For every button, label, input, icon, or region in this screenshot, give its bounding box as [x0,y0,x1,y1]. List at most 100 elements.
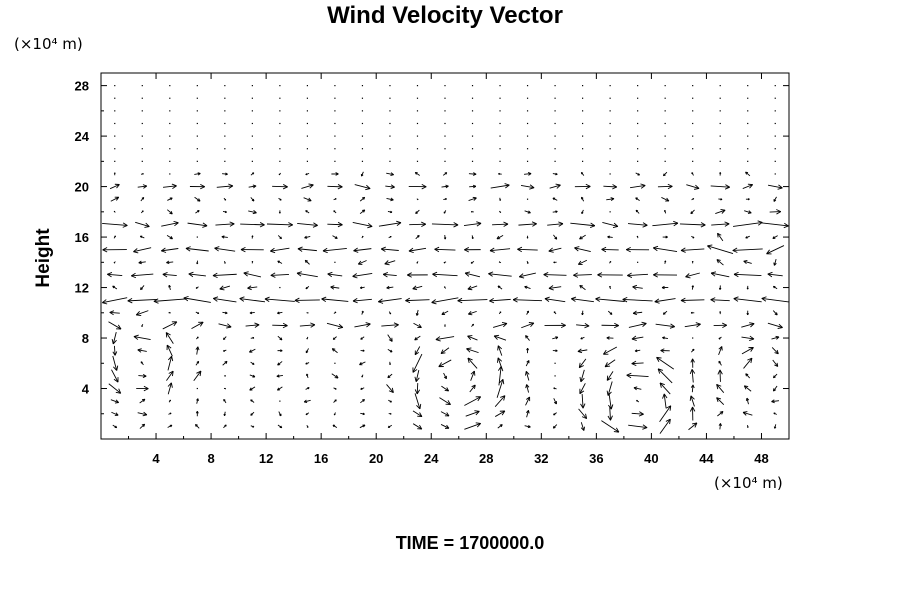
calm-point [169,173,171,175]
wind-arrow [408,183,427,190]
wind-arrow [717,369,723,382]
wind-arrow [141,324,144,327]
x-unit-label: (×10⁴ m) [714,474,783,492]
wind-arrow [131,272,154,279]
wind-arrow [548,285,562,291]
wind-arrow [333,399,337,403]
wind-arrow [352,273,373,279]
calm-point [224,122,226,125]
wind-arrow [222,172,228,176]
wind-arrow [414,346,421,356]
wind-arrow [359,361,366,366]
calm-point [251,85,253,87]
wind-arrow [488,271,512,277]
y-tick-label: 8 [82,331,89,346]
wind-arrow [767,322,783,329]
calm-point [526,148,529,150]
wind-arrow [717,232,724,242]
wind-arrow [189,183,205,190]
x-tick-label: 32 [534,451,548,466]
wind-arrow [297,222,318,228]
wind-arrow [715,209,726,214]
wind-arrow [489,247,511,253]
wind-arrow [305,285,310,290]
wind-arrow [525,396,531,406]
calm-point [389,85,391,87]
wind-arrow [440,411,450,417]
wind-arrow [133,247,152,254]
wind-arrow [138,373,147,378]
wind-arrow [743,385,752,392]
wind-arrow [333,387,337,390]
wind-arrow [444,324,446,327]
wind-arrow [662,393,668,409]
wind-arrow [745,235,750,239]
wind-arrow [744,210,752,214]
wind-arrow [662,235,668,239]
calm-point [554,97,556,99]
wind-arrow [654,298,676,304]
calm-point [774,135,776,137]
calm-point [361,122,364,125]
wind-arrow [357,260,367,265]
wind-arrow [659,418,671,434]
wind-arrow [360,171,364,177]
wind-arrow [108,321,122,330]
calm-point [361,97,364,99]
calm-point [114,97,116,99]
wind-vectors [102,171,789,434]
wind-arrow [691,348,695,353]
wind-arrow [662,171,668,177]
wind-arrow [772,359,779,367]
calm-point [774,173,776,175]
wind-arrow [570,222,596,228]
calm-point [334,261,336,263]
wind-arrow [381,322,399,328]
wind-arrow [414,370,420,382]
wind-arrow [443,286,446,289]
wind-arrow [413,322,422,329]
wind-arrow [223,398,227,404]
wind-arrow [518,272,536,279]
wind-arrow [212,272,237,279]
calm-point [306,160,308,162]
wind-arrow [773,424,777,429]
wind-arrow [745,397,750,405]
calm-point [306,97,308,99]
calm-point [582,110,584,112]
wind-arrow [272,322,288,329]
wind-arrow [553,387,557,390]
calm-point [499,135,501,137]
wind-arrow [521,322,535,329]
wind-arrow [112,345,118,356]
wind-arrow [653,272,677,278]
wind-arrow [161,220,179,227]
wind-arrow [224,261,226,264]
wind-arrow [223,197,227,201]
calm-point [609,135,611,137]
wind-arrow [467,357,478,369]
wind-arrow [626,246,650,253]
calm-point [526,122,529,125]
calm-point [774,160,776,162]
calm-point [196,387,198,390]
wind-arrow [378,220,402,227]
wind-arrow [140,197,145,202]
wind-arrow [512,297,543,303]
wind-arrow [526,347,529,354]
wind-arrow [525,335,530,341]
calm-point [444,148,446,150]
wind-arrow [264,296,295,302]
x-tick-label: 20 [369,451,383,466]
calm-point [719,135,721,137]
wind-arrow [773,259,777,266]
wind-arrow [496,378,505,398]
calm-point [499,110,501,112]
wind-arrow [552,424,558,429]
wind-arrow [110,399,119,404]
wind-arrow [331,348,338,354]
calm-point [389,97,391,99]
wind-arrow [733,220,763,227]
wind-arrow [277,361,283,366]
calm-point [224,85,226,87]
